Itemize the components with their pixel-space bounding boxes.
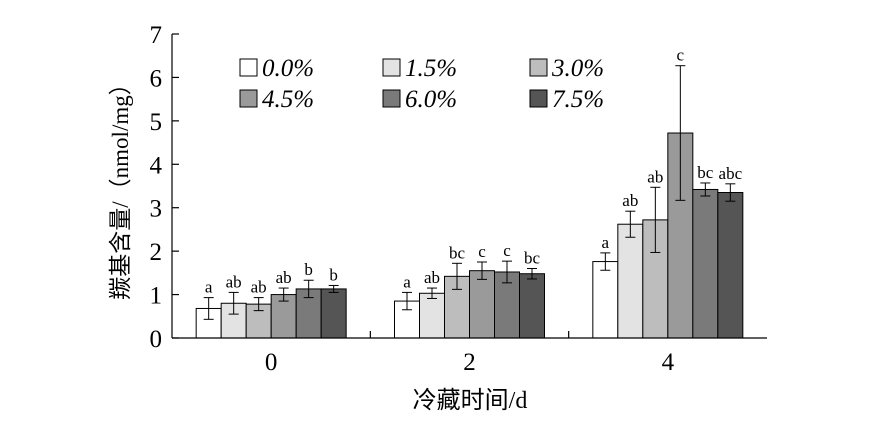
legend-label: 0.0% [262,55,314,82]
legend-label: 4.5% [262,86,314,113]
legend: 0.0% 1.5% 3.0% 4.5% 6.0% 7.5% [239,55,604,113]
legend-swatch [239,58,258,77]
significance-letter: abc [719,164,743,183]
y-axis-ticks: 0 1 2 3 4 5 6 7 [150,22,179,353]
significance-letter: ab [276,268,292,287]
legend-label: 7.5% [552,86,604,113]
significance-letter: ab [647,167,663,186]
bar [419,292,445,339]
significance-letter: ab [424,268,440,287]
legend-swatch [382,89,401,108]
significance-letter: ab [622,191,638,210]
significance-letter: b [304,260,313,279]
bar [592,261,619,339]
y-tick-label: 0 [150,326,163,353]
significance-letter: a [602,233,610,252]
legend-label: 3.0% [551,55,604,82]
significance-letter: b [329,265,338,284]
bar [692,188,719,339]
y-tick-label: 2 [150,239,163,266]
y-tick-label: 7 [150,22,163,49]
y-tick-label: 6 [150,65,163,92]
significance-letter: a [205,278,213,297]
legend-label: 6.0% [405,86,457,113]
significance-letter: bc [449,243,466,262]
legend-label: 1.5% [405,55,457,82]
significance-letter: ab [226,272,242,291]
legend-swatch [382,58,401,77]
bar [320,288,347,339]
y-tick-label: 4 [150,152,163,179]
y-axis-label: 羰基含量/（nmol/mg） [108,72,133,299]
significance-letter: ab [251,278,267,297]
x-tick-label: 2 [463,349,476,376]
significance-letter: bc [524,249,541,268]
bar [617,223,644,339]
significance-letter: bc [697,163,714,182]
bar [469,270,495,339]
legend-swatch [529,58,548,77]
y-tick-label: 1 [150,283,163,310]
bar [519,273,545,339]
x-axis-ticks: 0 2 4 [265,331,675,376]
y-tick-label: 5 [150,109,163,136]
significance-letter: a [403,272,411,291]
error-bars [203,65,736,320]
x-tick-label: 0 [265,349,278,376]
significance-letter: c [478,242,486,261]
legend-swatch [239,89,258,108]
legend-swatch [529,89,548,108]
significance-letter: c [677,46,685,65]
x-axis-label: 冷藏时间/d [413,387,528,414]
bar [717,192,744,339]
x-tick-label: 4 [662,349,675,376]
y-tick-label: 3 [150,196,163,223]
significance-letter: c [503,241,511,260]
bar-groups [195,132,744,339]
